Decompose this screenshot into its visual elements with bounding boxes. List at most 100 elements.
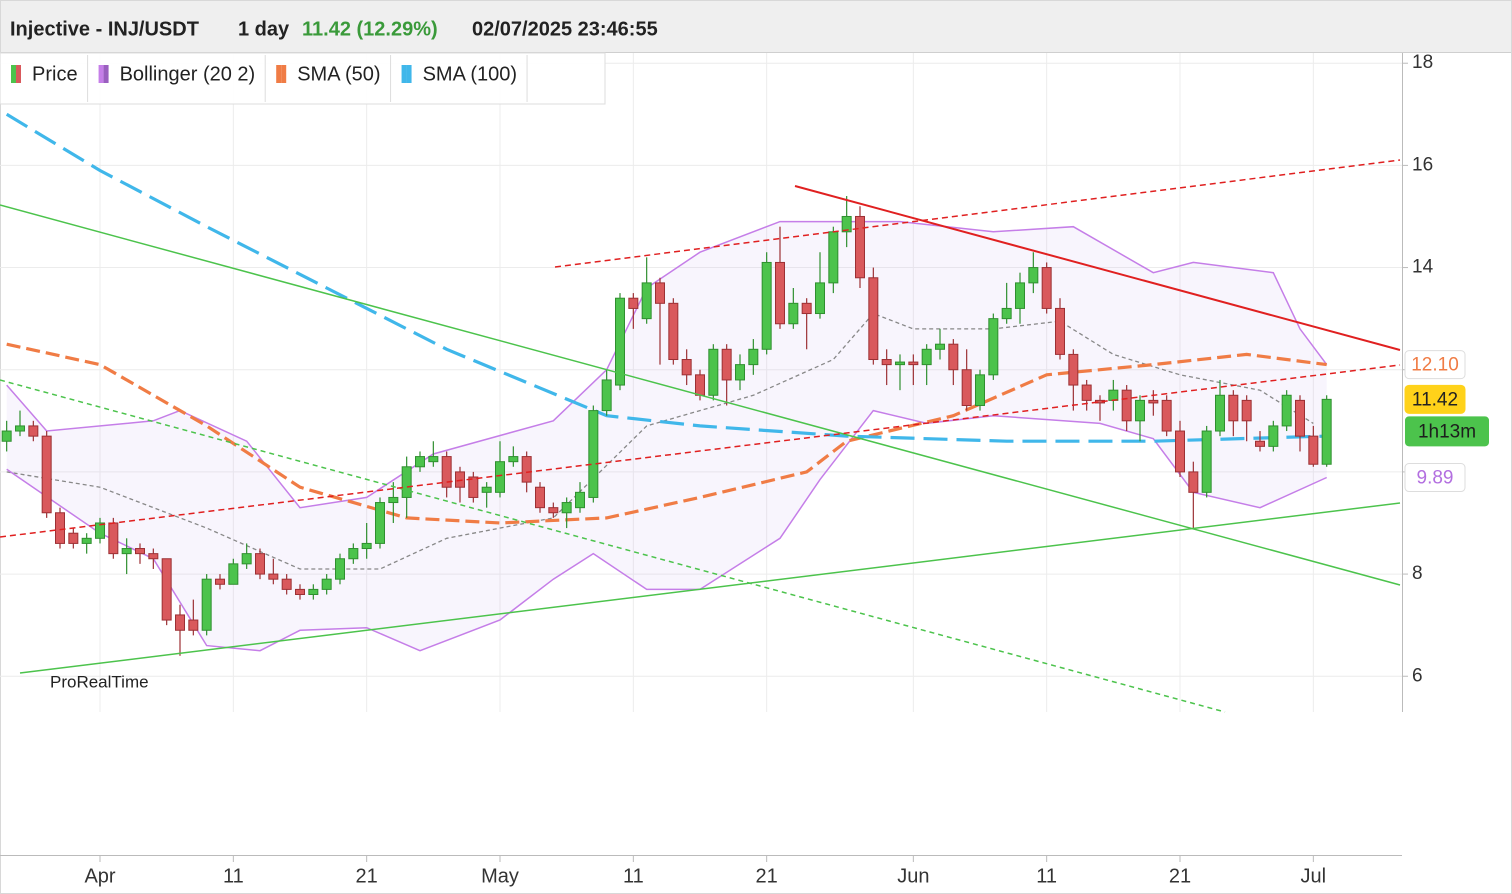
legend-swatch bbox=[281, 65, 287, 83]
candle-body bbox=[988, 318, 999, 376]
countdown-box bbox=[1405, 416, 1489, 447]
bollinger-middle bbox=[6, 312, 1314, 570]
candle-body bbox=[775, 261, 785, 325]
candle-body bbox=[1108, 389, 1119, 401]
candle-body bbox=[948, 343, 959, 371]
candle-body bbox=[801, 302, 812, 315]
candle-body bbox=[188, 619, 199, 631]
last-change: 11.42 (12.29%) bbox=[302, 18, 438, 40]
legend-swatch bbox=[11, 65, 16, 83]
candle-body bbox=[921, 348, 932, 366]
legend-label: SMA (100) bbox=[423, 63, 517, 85]
legend-label: SMA (50) bbox=[297, 63, 380, 85]
candle-body bbox=[1201, 430, 1212, 493]
candle-body bbox=[388, 496, 399, 504]
candle-body bbox=[628, 297, 639, 309]
candle-body bbox=[148, 553, 159, 560]
candle-body bbox=[615, 297, 625, 386]
candle-body bbox=[575, 491, 585, 509]
y-tick-label: 16 bbox=[1412, 154, 1433, 175]
price-label-box bbox=[1404, 350, 1466, 380]
candle-body bbox=[641, 282, 652, 320]
candle-body bbox=[241, 553, 252, 565]
candle-body bbox=[428, 456, 439, 463]
candle-body bbox=[908, 361, 919, 366]
candle-body bbox=[868, 277, 879, 361]
interval: 1 day bbox=[238, 18, 290, 40]
candle-body bbox=[535, 486, 545, 509]
x-tick-label: 11 bbox=[1036, 865, 1057, 887]
candle-body bbox=[335, 558, 345, 580]
legend-label: Price bbox=[32, 63, 78, 85]
candle-body bbox=[1175, 430, 1185, 473]
candle-body bbox=[1321, 398, 1332, 465]
candle-body bbox=[1055, 307, 1065, 355]
legend-swatch bbox=[103, 65, 109, 83]
price-label-box bbox=[1404, 463, 1466, 493]
candle-body bbox=[1281, 394, 1292, 427]
candle-body bbox=[68, 532, 79, 544]
x-tick-label: Jun bbox=[897, 865, 929, 887]
trendline bbox=[0, 364, 1401, 538]
plot-area bbox=[0, 53, 1402, 712]
candle-body bbox=[455, 471, 465, 488]
candle-body bbox=[1001, 307, 1012, 320]
candle-body bbox=[1015, 282, 1025, 309]
trendline bbox=[794, 185, 1401, 351]
trendline bbox=[554, 159, 1401, 268]
legend-swatch bbox=[406, 65, 412, 83]
candle-body bbox=[15, 425, 25, 432]
candle-body bbox=[1308, 435, 1319, 465]
x-tick-label: 11 bbox=[623, 865, 644, 887]
candle-body bbox=[468, 476, 479, 498]
y-tick-label: 14 bbox=[1412, 257, 1434, 278]
candle-body bbox=[935, 343, 945, 350]
candle-body bbox=[1295, 399, 1305, 437]
y-tick-label: 8 bbox=[1412, 563, 1423, 584]
candle-body bbox=[95, 522, 105, 539]
candle-body bbox=[588, 410, 599, 498]
candle-body bbox=[548, 507, 559, 514]
x-tick-label: Apr bbox=[84, 865, 115, 887]
candle-body bbox=[1041, 267, 1052, 309]
header-bar bbox=[0, 0, 1512, 52]
candle-body bbox=[655, 282, 665, 304]
candle-body bbox=[135, 548, 145, 555]
candle-body bbox=[295, 588, 305, 596]
legend-swatch bbox=[276, 65, 282, 83]
candle-body bbox=[841, 215, 852, 233]
price-label: 11.42 bbox=[1412, 389, 1458, 410]
x-tick-label: May bbox=[481, 865, 519, 887]
candle-body bbox=[281, 578, 292, 590]
y-tick-label: 6 bbox=[1412, 665, 1423, 686]
candle-body bbox=[668, 302, 679, 361]
y-tick-label: 18 bbox=[1412, 52, 1433, 73]
legend-label: Bollinger (20 2) bbox=[120, 63, 256, 85]
candle-body bbox=[855, 215, 865, 279]
candle-body bbox=[255, 553, 265, 575]
candle-body bbox=[1068, 353, 1079, 386]
candle-body bbox=[761, 261, 772, 350]
candle-body bbox=[815, 282, 825, 315]
trendline bbox=[0, 204, 1401, 586]
candle-body bbox=[481, 486, 492, 493]
candle-body bbox=[1121, 389, 1132, 422]
legend-swatch bbox=[98, 65, 104, 83]
candle-body bbox=[695, 374, 705, 396]
candle-body bbox=[268, 573, 279, 580]
x-tick-label: 11 bbox=[223, 865, 244, 887]
trendline bbox=[19, 502, 1401, 674]
candle-body bbox=[81, 537, 92, 544]
countdown: 1h13m bbox=[1418, 421, 1476, 442]
candle-body bbox=[201, 578, 212, 631]
candle-body bbox=[28, 425, 39, 437]
price-label: 9.89 bbox=[1417, 468, 1454, 489]
candle-body bbox=[108, 522, 119, 555]
legend-swatch bbox=[401, 65, 407, 83]
candle-body bbox=[161, 558, 172, 621]
candle-body bbox=[121, 548, 132, 555]
candle-body bbox=[1135, 399, 1145, 422]
candle-body bbox=[1161, 399, 1172, 432]
candle-body bbox=[361, 542, 372, 550]
candle-body bbox=[348, 548, 359, 560]
